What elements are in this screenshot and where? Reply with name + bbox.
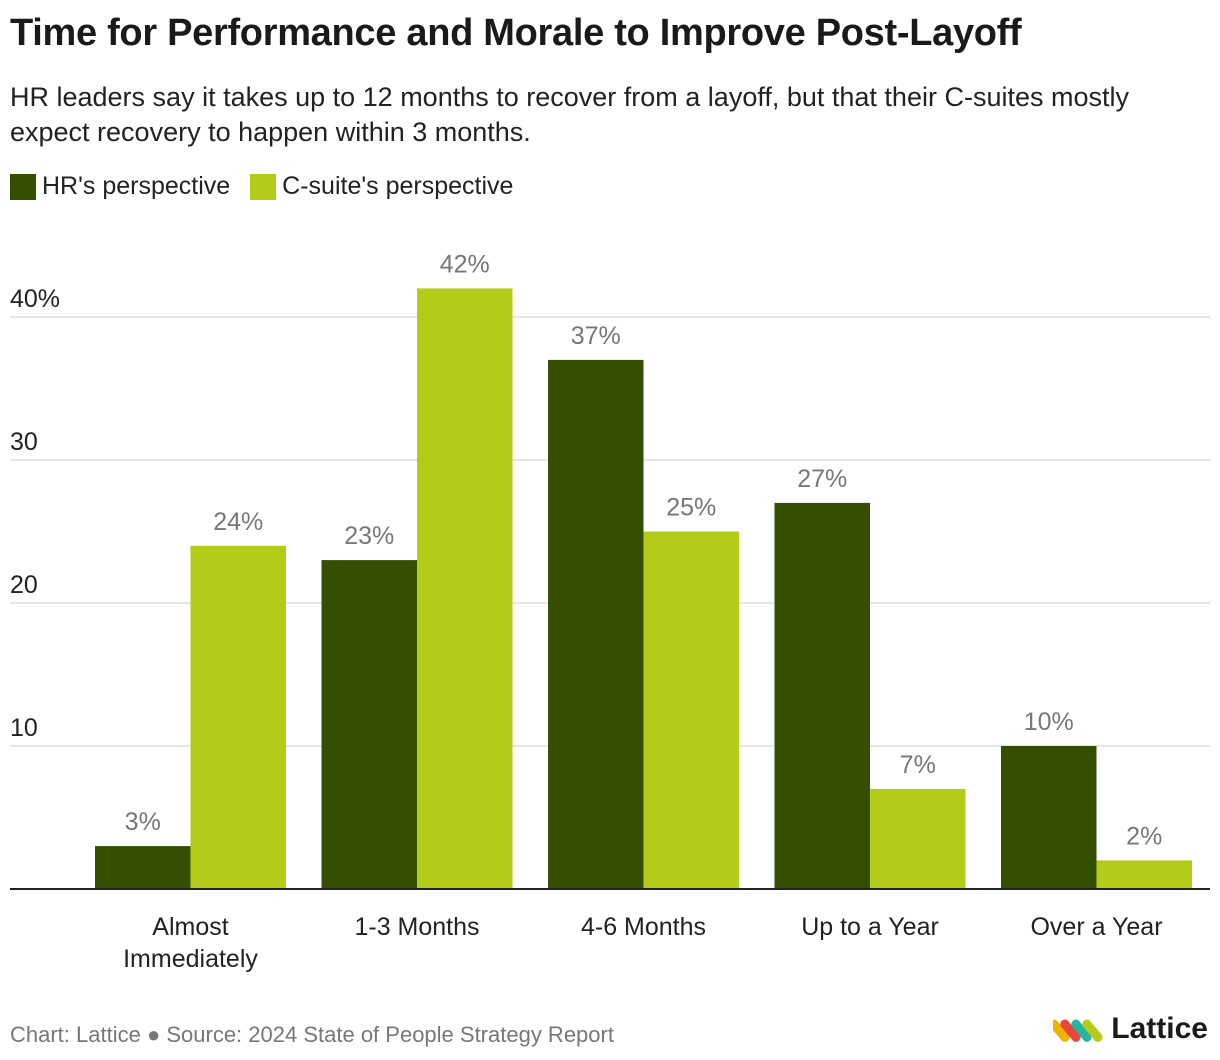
bar-csuite	[1096, 860, 1192, 889]
bar-hr	[95, 846, 191, 889]
x-tick-label: 4-6 Months	[581, 913, 706, 941]
x-tick-label: Over a Year	[1030, 913, 1162, 941]
data-label-csuite: 42%	[440, 250, 490, 278]
bar-hr	[1001, 746, 1097, 889]
data-label-csuite: 7%	[900, 751, 936, 779]
y-tick-label: 20	[10, 571, 38, 599]
data-label-csuite: 24%	[213, 508, 263, 536]
data-label-hr: 23%	[344, 522, 394, 550]
lattice-logo-icon	[1053, 1019, 1103, 1042]
y-tick-label: 30	[10, 428, 38, 456]
legend: HR's perspective C-suite's perspective	[10, 172, 533, 201]
y-tick-label: 40%	[10, 285, 60, 313]
bar-csuite	[870, 788, 966, 889]
legend-swatch-csuite	[250, 173, 277, 200]
legend-label-hr: HR's perspective	[42, 172, 231, 200]
legend-item-csuite: C-suite's perspective	[250, 172, 513, 201]
x-tick-label: Almost Immediately	[123, 913, 258, 973]
x-tick-label: 1-3 Months	[354, 913, 479, 941]
data-label-csuite: 25%	[666, 494, 716, 522]
legend-swatch-hr	[10, 173, 36, 200]
legend-item-hr: HR's perspective	[10, 172, 230, 201]
data-label-hr: 3%	[125, 808, 161, 836]
chart-source: Chart: Lattice ● Source: 2024 State of P…	[10, 1022, 614, 1047]
bar-hr	[774, 502, 870, 889]
bar-csuite	[190, 545, 286, 889]
bar-csuite	[643, 531, 739, 889]
bar-chart: 10 20 30 40% 3% 24% Almost Immediately 23% 42% 1-3…	[10, 250, 1210, 973]
lattice-logo: Lattice	[1053, 1012, 1208, 1046]
y-tick-label: 10	[10, 714, 38, 742]
chart-subtitle: HR leaders say it takes up to 12 months …	[10, 82, 1129, 147]
x-tick-label: Up to a Year	[801, 913, 939, 941]
data-label-hr: 37%	[571, 322, 621, 350]
chart-title: Time for Performance and Morale to Impro…	[10, 12, 1022, 54]
bar-csuite	[417, 288, 513, 889]
legend-label-csuite: C-suite's perspective	[282, 172, 514, 200]
bar-hr	[321, 560, 417, 889]
data-label-csuite: 2%	[1126, 822, 1162, 850]
data-label-hr: 10%	[1024, 708, 1074, 736]
data-label-hr: 27%	[797, 465, 847, 493]
lattice-logo-text: Lattice	[1111, 1012, 1208, 1045]
bar-hr	[548, 359, 644, 889]
